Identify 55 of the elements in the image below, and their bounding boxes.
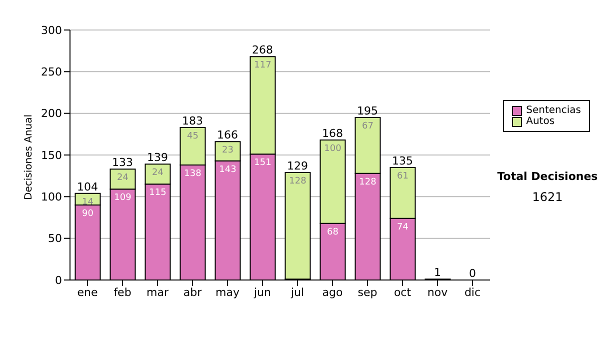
total-label: 183 [182, 114, 203, 128]
total-label: 133 [112, 156, 133, 170]
total-label: 139 [147, 151, 168, 164]
x-tick-label: oct [394, 286, 412, 299]
data-label: 138 [184, 169, 202, 179]
data-label: 14 [82, 197, 94, 208]
data-label: 24 [152, 168, 164, 178]
x-tick-label: feb [114, 286, 132, 299]
data-label: 109 [114, 193, 132, 204]
data-label: 100 [324, 144, 342, 154]
total-label: 168 [322, 127, 343, 140]
data-label: 61 [397, 172, 408, 182]
total-label: 0 [469, 267, 476, 280]
x-tick-label: jun [253, 286, 272, 299]
y-tick-label: 300 [41, 24, 62, 37]
total-label: 104 [77, 180, 98, 194]
data-label: 151 [254, 158, 272, 168]
total-label: 166 [217, 128, 238, 142]
y-tick-label: 100 [41, 190, 62, 204]
data-label: 115 [149, 188, 166, 198]
data-label: 45 [187, 132, 198, 142]
data-label: 90 [82, 209, 94, 219]
y-tick-label: 200 [41, 107, 62, 120]
data-label: 117 [254, 60, 272, 71]
x-tick-label: jul [290, 286, 304, 299]
text: Total Decisiones [496, 170, 599, 183]
total-label: 1 [434, 266, 441, 280]
x-tick-label: ene [77, 286, 98, 299]
legend-label: Autos [526, 116, 555, 127]
data-label: 24 [117, 173, 129, 184]
data-label: 68 [327, 227, 339, 238]
total-label: 135 [392, 154, 413, 168]
data-label: 74 [397, 222, 409, 232]
legend-label: Sentencias [526, 105, 581, 116]
y-tick-label: 0 [55, 274, 62, 287]
x-tick-label: abr [183, 286, 202, 299]
data-label: 128 [289, 176, 307, 186]
y-tick-label: 250 [41, 66, 62, 79]
data-label: 128 [359, 177, 377, 188]
x-tick-label: ago [322, 286, 343, 299]
y-tick-label: 150 [41, 148, 62, 162]
x-tick-label: sep [358, 286, 378, 299]
x-tick-label: mar [146, 286, 169, 299]
x-tick-label: dic [464, 286, 481, 299]
y-axis-title: Decisiones Anual [24, 114, 35, 200]
total-label: 129 [287, 160, 308, 172]
total-label: 195 [357, 104, 378, 118]
text: 1621 [531, 190, 564, 204]
total-label: 268 [252, 44, 273, 57]
data-label: 23 [222, 146, 234, 156]
x-tick-label: nov [427, 286, 448, 299]
data-label: 67 [362, 122, 374, 132]
x-tick-label: may [216, 286, 240, 299]
y-tick-label: 50 [48, 232, 62, 246]
data-label: 143 [219, 164, 236, 175]
